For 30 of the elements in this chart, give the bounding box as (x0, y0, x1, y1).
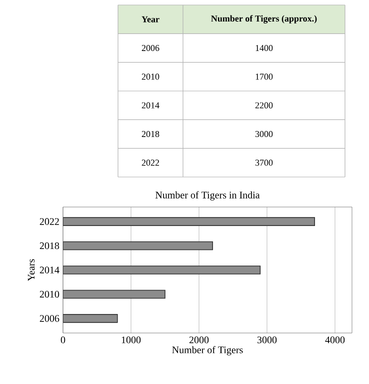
bar (63, 290, 166, 299)
text: 1700 (256, 74, 273, 80)
text: 3000 (255, 130, 273, 138)
x-axis-title: Number of Tigers (172, 346, 243, 356)
x-tick-label: 4000 (325, 336, 345, 344)
x-tick-label: 2000 (189, 336, 209, 344)
y-tick-label: 2014 (40, 266, 60, 274)
text: 2006 (142, 44, 160, 52)
y-tick-label: 2018 (40, 242, 60, 250)
text: 2014 (142, 102, 160, 108)
chart-title: Number of Tigers in India (155, 191, 260, 200)
text: 2010 (142, 74, 160, 80)
y-tick-label: 2006 (40, 315, 60, 322)
text: 2022 (142, 160, 159, 166)
text: 3700 (255, 160, 273, 166)
y-axis-title: Years (28, 259, 35, 282)
bar (63, 241, 213, 250)
text: 1400 (256, 44, 273, 52)
bar (63, 314, 118, 323)
x-tick-label: 3000 (257, 336, 277, 344)
x-tick-label: 0 (60, 336, 66, 344)
bar (63, 266, 261, 274)
y-tick-label: 2022 (40, 218, 59, 225)
y-tick-label: 2010 (40, 290, 60, 298)
text: Number of Tigers (approx.) (211, 15, 317, 24)
x-tick-label: 1000 (122, 336, 141, 344)
text: Year (142, 16, 160, 22)
bar (63, 217, 315, 226)
text: 2200 (255, 102, 273, 108)
text: 2018 (142, 130, 160, 138)
